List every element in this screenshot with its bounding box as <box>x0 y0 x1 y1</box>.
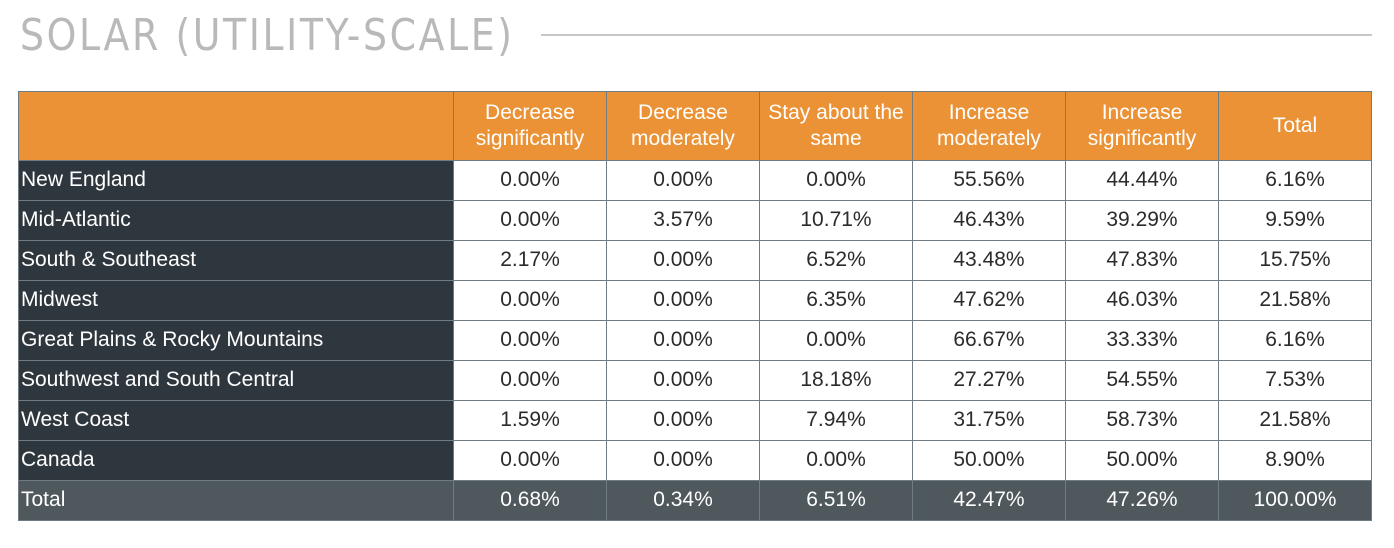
title-divider <box>541 34 1372 36</box>
table-row: Great Plains & Rocky Mountains 0.00% 0.0… <box>18 320 1372 361</box>
table-cell: 0.00% <box>759 320 913 361</box>
table-cell: 47.62% <box>912 280 1066 321</box>
row-label: Mid-Atlantic <box>18 200 454 241</box>
table-cell: 6.16% <box>1218 160 1372 201</box>
table-cell: 0.00% <box>606 400 760 441</box>
table-cell: 21.58% <box>1218 400 1372 441</box>
table-cell: 8.90% <box>1218 440 1372 481</box>
total-cell: 0.34% <box>606 480 760 521</box>
table-cell: 0.00% <box>453 200 607 241</box>
table-row: Mid-Atlantic 0.00% 3.57% 10.71% 46.43% 3… <box>18 200 1372 241</box>
table-row: West Coast 1.59% 0.00% 7.94% 31.75% 58.7… <box>18 400 1372 441</box>
column-header: Increase moderately <box>912 91 1066 161</box>
table-row: Canada 0.00% 0.00% 0.00% 50.00% 50.00% 8… <box>18 440 1372 481</box>
column-header: Total <box>1218 91 1372 161</box>
table-cell: 0.00% <box>606 280 760 321</box>
total-cell: 42.47% <box>912 480 1066 521</box>
table-cell: 43.48% <box>912 240 1066 281</box>
total-cell: 6.51% <box>759 480 913 521</box>
table-header-row: Decrease significantly Decrease moderate… <box>18 91 1372 161</box>
table-cell: 0.00% <box>453 360 607 401</box>
table-cell: 0.00% <box>453 320 607 361</box>
total-cell: 100.00% <box>1218 480 1372 521</box>
table-cell: 46.43% <box>912 200 1066 241</box>
table-cell: 46.03% <box>1065 280 1219 321</box>
table-cell: 0.00% <box>606 160 760 201</box>
table-cell: 7.53% <box>1218 360 1372 401</box>
table-cell: 58.73% <box>1065 400 1219 441</box>
table-cell: 0.00% <box>453 280 607 321</box>
row-label: Midwest <box>18 280 454 321</box>
table-cell: 33.33% <box>1065 320 1219 361</box>
title-row: SOLAR (UTILITY-SCALE) <box>20 6 1372 66</box>
row-label: Southwest and South Central <box>18 360 454 401</box>
table-row: New England 0.00% 0.00% 0.00% 55.56% 44.… <box>18 160 1372 201</box>
table-cell: 47.83% <box>1065 240 1219 281</box>
table-cell: 54.55% <box>1065 360 1219 401</box>
column-header: Decrease moderately <box>606 91 760 161</box>
data-table: Decrease significantly Decrease moderate… <box>18 91 1372 521</box>
table-cell: 6.35% <box>759 280 913 321</box>
table-cell: 18.18% <box>759 360 913 401</box>
row-label: Great Plains & Rocky Mountains <box>18 320 454 361</box>
table-cell: 39.29% <box>1065 200 1219 241</box>
row-label: West Coast <box>18 400 454 441</box>
table-cell: 0.00% <box>606 320 760 361</box>
table-cell: 44.44% <box>1065 160 1219 201</box>
table-cell: 31.75% <box>912 400 1066 441</box>
column-header: Decrease significantly <box>453 91 607 161</box>
table-row: Southwest and South Central 0.00% 0.00% … <box>18 360 1372 401</box>
table-cell: 10.71% <box>759 200 913 241</box>
table-cell: 7.94% <box>759 400 913 441</box>
page-title: SOLAR (UTILITY-SCALE) <box>20 10 515 61</box>
table-row: South & Southeast 2.17% 0.00% 6.52% 43.4… <box>18 240 1372 281</box>
table-cell: 50.00% <box>912 440 1066 481</box>
table-cell: 9.59% <box>1218 200 1372 241</box>
table-cell: 0.00% <box>606 440 760 481</box>
column-header: Stay about the same <box>759 91 913 161</box>
header-corner-cell <box>18 91 454 161</box>
table-cell: 27.27% <box>912 360 1066 401</box>
table-cell: 0.00% <box>453 440 607 481</box>
table-cell: 0.00% <box>606 240 760 281</box>
column-header: Increase significantly <box>1065 91 1219 161</box>
total-row-label: Total <box>18 480 454 521</box>
table-cell: 50.00% <box>1065 440 1219 481</box>
row-label: Canada <box>18 440 454 481</box>
row-label: New England <box>18 160 454 201</box>
table-cell: 15.75% <box>1218 240 1372 281</box>
total-cell: 0.68% <box>453 480 607 521</box>
table-cell: 0.00% <box>453 160 607 201</box>
table-cell: 66.67% <box>912 320 1066 361</box>
table-cell: 0.00% <box>606 360 760 401</box>
table-cell: 21.58% <box>1218 280 1372 321</box>
table-cell: 55.56% <box>912 160 1066 201</box>
table-row: Midwest 0.00% 0.00% 6.35% 47.62% 46.03% … <box>18 280 1372 321</box>
table-cell: 6.52% <box>759 240 913 281</box>
total-cell: 47.26% <box>1065 480 1219 521</box>
table-cell: 0.00% <box>759 160 913 201</box>
table-cell: 2.17% <box>453 240 607 281</box>
table-cell: 1.59% <box>453 400 607 441</box>
table-cell: 0.00% <box>759 440 913 481</box>
table-cell: 6.16% <box>1218 320 1372 361</box>
total-row: Total 0.68% 0.34% 6.51% 42.47% 47.26% 10… <box>18 480 1372 521</box>
row-label: South & Southeast <box>18 240 454 281</box>
table-cell: 3.57% <box>606 200 760 241</box>
